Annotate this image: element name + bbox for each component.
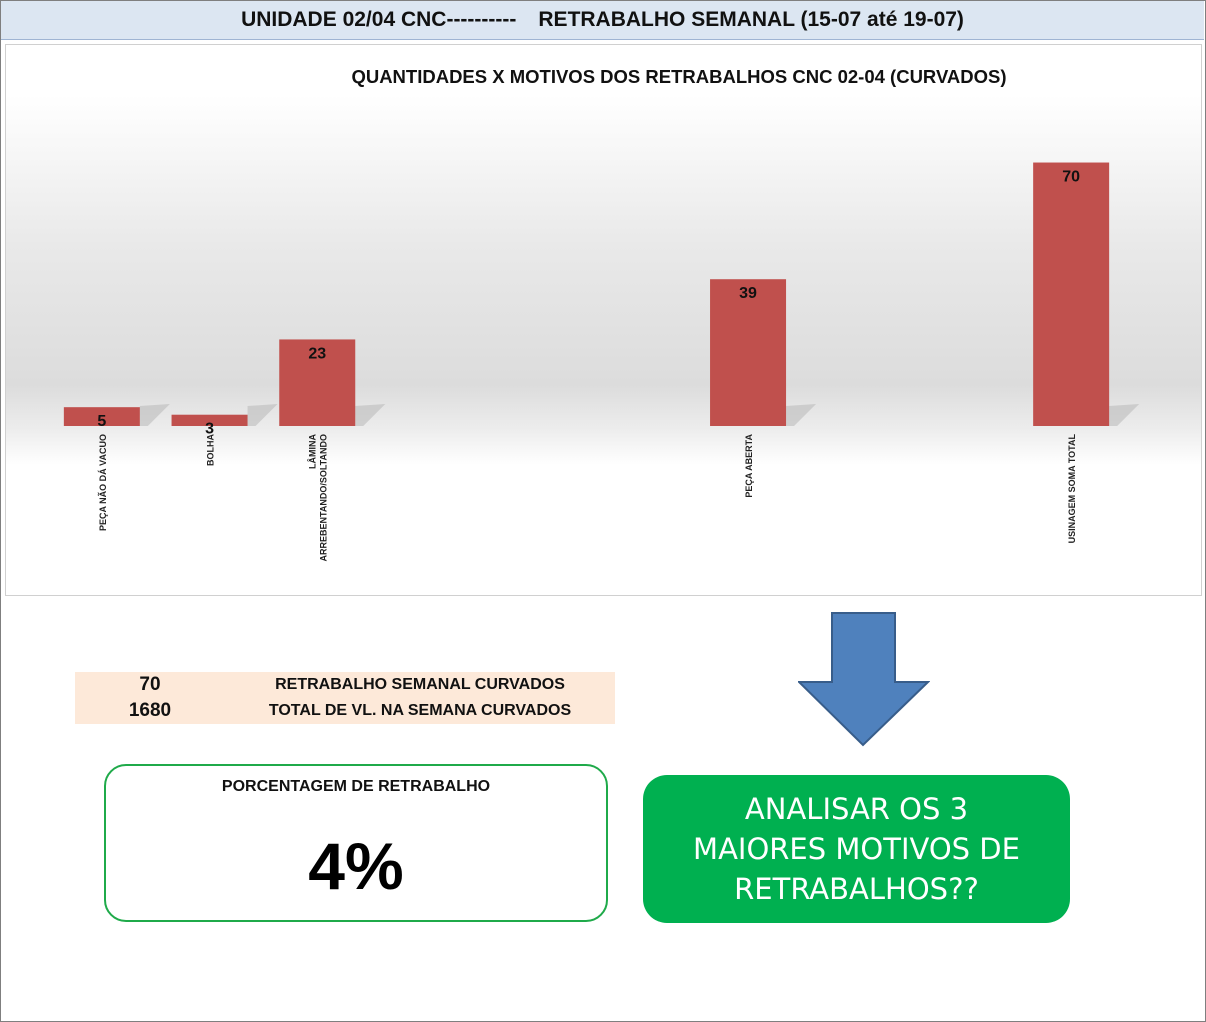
bar-shadow xyxy=(355,404,386,426)
bar-data-label: 3 xyxy=(205,421,214,438)
report-header: UNIDADE 02/04 CNC---------- RETRABALHO S… xyxy=(1,1,1204,40)
x-tick-label: USINAGEM SOMA TOTAL xyxy=(1067,434,1077,544)
bar-shadow xyxy=(786,404,817,426)
rework-percentage-value: 4% xyxy=(308,829,404,903)
bar xyxy=(710,279,787,426)
rework-percentage-title: PORCENTAGEM DE RETRABALHO xyxy=(221,778,491,795)
weekly-total-label: TOTAL DE VL. NA SEMANA CURVADOS xyxy=(268,702,572,719)
x-tick-label: LÂMINAARREBENTANDO/SOLTANDO xyxy=(306,434,328,562)
bar-data-label: 23 xyxy=(308,345,326,362)
bar-data-label: 5 xyxy=(97,413,106,430)
weekly-total-value: 1680 xyxy=(128,700,172,721)
x-tick-label: BOLHA xyxy=(206,434,216,466)
weekly-rework-label: RETRABALHO SEMANAL CURVADOS xyxy=(275,676,565,693)
bar xyxy=(63,407,140,426)
bar xyxy=(171,414,248,426)
bar-shadow xyxy=(139,404,170,426)
summary-row-weekly-total: 1680 TOTAL DE VL. NA SEMANA CURVADOS xyxy=(75,698,615,724)
summary-row-weekly-rework: 70 RETRABALHO SEMANAL CURVADOS xyxy=(75,672,615,698)
bar-chart: QUANTIDADES X MOTIVOS DOS RETRABALHOS CN… xyxy=(5,44,1202,596)
bar-shadow xyxy=(1109,404,1140,426)
bar-shadow xyxy=(247,404,278,426)
summary-table: 70 RETRABALHO SEMANAL CURVADOS 1680 TOTA… xyxy=(75,672,615,724)
bar xyxy=(1033,162,1110,426)
down-arrow-icon xyxy=(798,612,930,747)
bar xyxy=(279,339,356,426)
x-tick-label: PEÇA ABERTA xyxy=(744,434,754,498)
bar-data-label: 70 xyxy=(1062,169,1080,186)
rework-percentage-card: PORCENTAGEM DE RETRABALHO 4% xyxy=(104,764,608,922)
bar-data-label: 39 xyxy=(739,285,757,302)
action-callout-text: ANALISAR OS 3 MAIORES MOTIVOS DE RETRABA… xyxy=(693,792,1020,906)
weekly-rework-value: 70 xyxy=(139,674,161,695)
x-tick-label: PEÇA NÃO DÁ VACUO xyxy=(98,434,108,531)
header-report-title: RETRABALHO SEMANAL (15-07 até 19-07) xyxy=(538,8,964,31)
chart-title: QUANTIDADES X MOTIVOS DOS RETRABALHOS CN… xyxy=(351,66,1006,87)
action-callout: ANALISAR OS 3 MAIORES MOTIVOS DE RETRABA… xyxy=(643,775,1070,923)
header-unit-title: UNIDADE 02/04 CNC---------- xyxy=(241,8,517,31)
bar-chart-svg: QUANTIDADES X MOTIVOS DOS RETRABALHOS CN… xyxy=(63,66,1140,562)
